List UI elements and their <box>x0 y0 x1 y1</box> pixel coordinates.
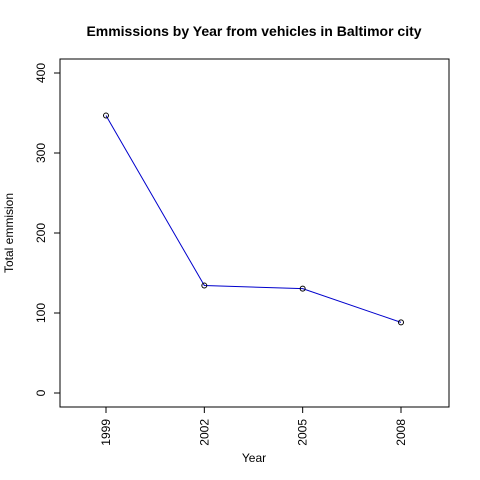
x-tick-label: 2002 <box>197 419 211 446</box>
data-point <box>299 285 306 292</box>
chart-title: Emmissions by Year from vehicles in Balt… <box>86 23 421 39</box>
y-tick-label: 100 <box>34 303 48 323</box>
x-tick-label: 1999 <box>99 419 113 446</box>
x-tick-label: 2008 <box>394 419 408 446</box>
y-axis-label: Total emmision <box>2 193 16 273</box>
y-axis: 0 100 200 300 400 <box>34 63 60 396</box>
data-point <box>103 112 109 119</box>
x-axis: 1999 2002 2005 2008 <box>99 407 408 446</box>
x-tick-label: 2005 <box>296 419 310 446</box>
data-point <box>201 282 208 289</box>
series-line <box>105 115 402 323</box>
y-tick-label: 0 <box>34 389 48 396</box>
series-layer <box>103 112 404 326</box>
y-tick-label: 200 <box>34 223 48 243</box>
x-axis-label: Year <box>242 451 266 465</box>
data-point <box>398 319 404 326</box>
y-tick-label: 400 <box>34 63 48 83</box>
y-tick-label: 300 <box>34 143 48 163</box>
